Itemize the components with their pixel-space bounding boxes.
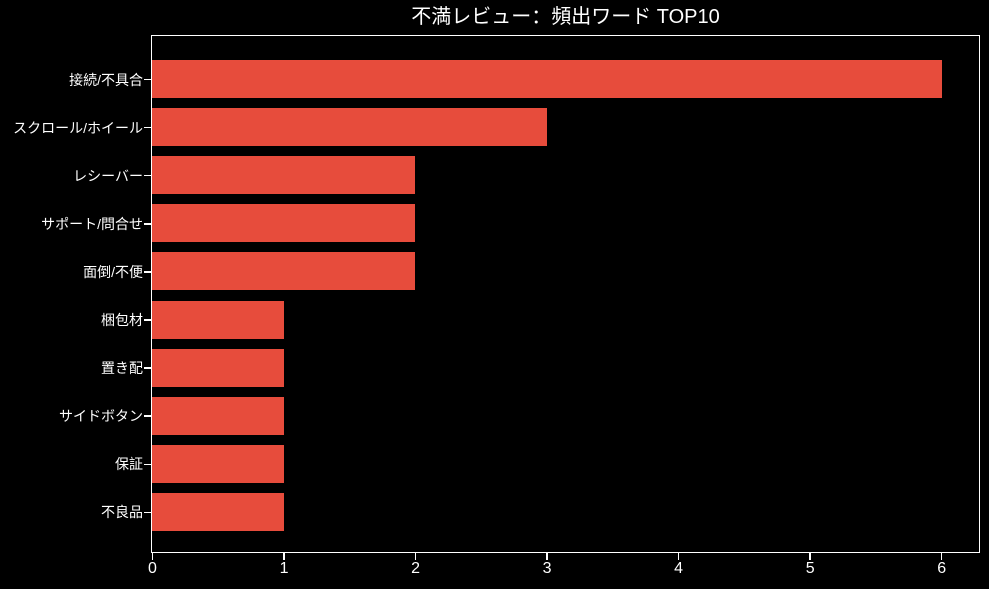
y-tick-label-8: 保証: [115, 456, 143, 473]
bar-8: [152, 444, 284, 483]
y-tick-label-9: 不良品: [101, 504, 143, 521]
bar-2: [152, 156, 416, 195]
bar-9: [152, 492, 284, 531]
chart-title: 不満レビュー：頻出ワード TOP10: [411, 6, 720, 28]
bar-4: [152, 252, 416, 291]
x-tick-mark-0: [151, 553, 154, 560]
x-tick-mark-4: [677, 553, 680, 560]
y-tick-mark-8: [144, 463, 151, 466]
y-tick-mark-5: [144, 319, 151, 321]
y-tick-mark-9: [144, 511, 151, 514]
y-tick-label-7: サイドボタン: [59, 408, 143, 425]
bar-5: [152, 300, 284, 339]
y-tick-label-0: 接続/不具合: [69, 71, 143, 88]
bar-3: [152, 204, 416, 243]
x-tick-label-3: 3: [542, 560, 552, 577]
y-tick-label-6: 置き配: [101, 360, 143, 377]
x-tick-mark-1: [283, 553, 285, 560]
plot-area: [151, 35, 980, 553]
y-tick-label-4: 面倒/不便: [83, 263, 143, 280]
y-tick-mark-2: [144, 174, 151, 177]
x-tick-mark-2: [414, 553, 417, 560]
x-tick-label-2: 2: [411, 560, 420, 577]
x-tick-label-5: 5: [805, 560, 815, 577]
x-tick-mark-6: [940, 553, 943, 560]
y-tick-mark-7: [144, 415, 151, 417]
bar-1: [152, 108, 548, 147]
y-tick-mark-4: [144, 271, 151, 273]
x-tick-label-4: 4: [674, 560, 684, 577]
x-tick-mark-3: [546, 553, 548, 560]
x-tick-label-6: 6: [937, 560, 947, 577]
x-tick-mark-5: [809, 553, 811, 560]
y-tick-label-5: 梱包材: [101, 312, 143, 328]
x-tick-label-0: 0: [148, 560, 157, 577]
y-tick-mark-3: [144, 223, 151, 225]
x-tick-label-1: 1: [279, 560, 289, 577]
y-tick-mark-6: [144, 367, 151, 369]
y-tick-label-3: サポート/問合せ: [41, 215, 143, 232]
y-tick-label-1: スクロール/ホイール: [13, 119, 143, 136]
bar-6: [152, 348, 284, 387]
y-tick-mark-1: [144, 126, 151, 129]
bar-7: [152, 396, 284, 435]
y-tick-label-2: レシーバー: [73, 167, 143, 184]
bar-0: [152, 60, 943, 98]
y-tick-mark-0: [144, 78, 151, 81]
